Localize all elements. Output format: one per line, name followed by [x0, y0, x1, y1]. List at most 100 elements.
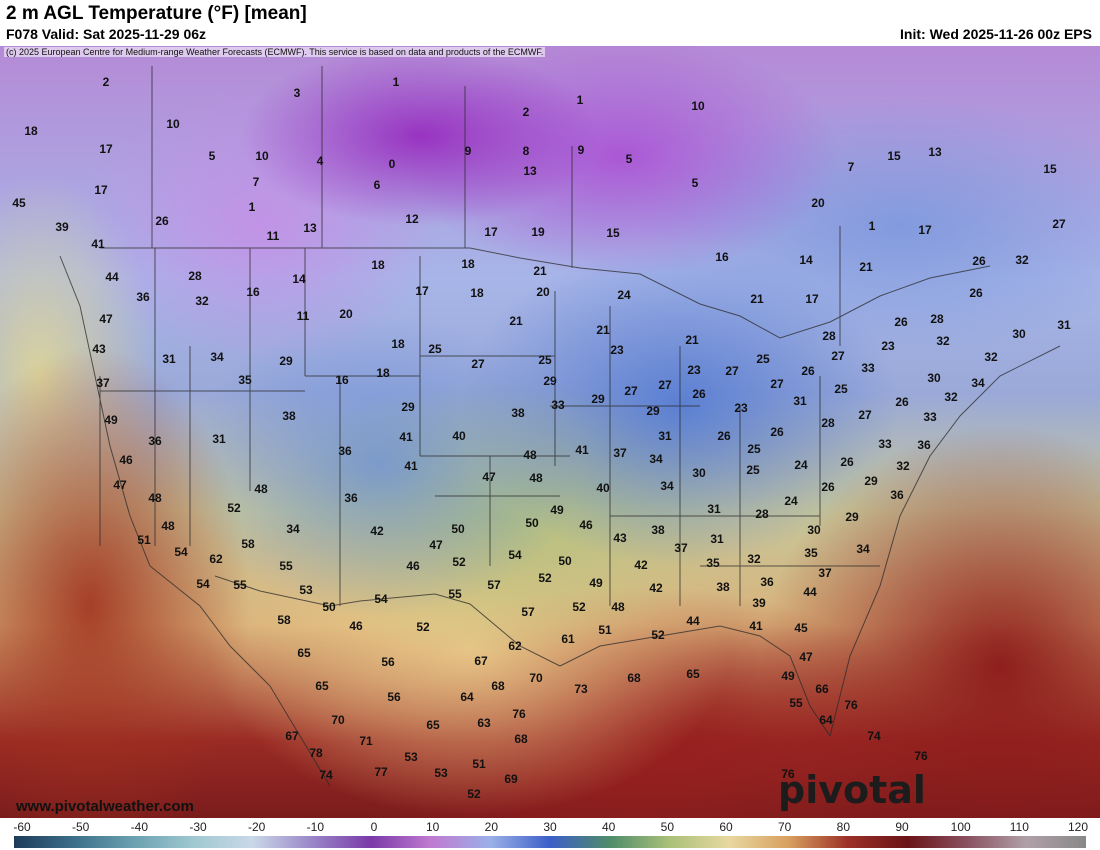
temperature-value: 63 — [477, 716, 491, 730]
temperature-value: 26 — [821, 480, 835, 494]
temperature-value: 17 — [99, 142, 113, 156]
temperature-value: 32 — [944, 390, 958, 404]
temperature-value: 34 — [856, 542, 870, 556]
temperature-value: 55 — [448, 587, 462, 601]
temperature-value: 17 — [94, 183, 108, 197]
temperature-value: 52 — [452, 555, 466, 569]
scale-tick-label: 50 — [660, 820, 675, 834]
scale-tick-label: 40 — [601, 820, 616, 834]
temperature-value: 28 — [822, 329, 836, 343]
temperature-value: 36 — [760, 575, 774, 589]
temperature-value: 77 — [374, 765, 388, 779]
temperature-value: 76 — [781, 767, 795, 781]
temperature-value: 57 — [487, 578, 501, 592]
temperature-value: 44 — [803, 585, 817, 599]
website-link[interactable]: www.pivotalweather.com — [16, 798, 194, 815]
temperature-value: 52 — [538, 571, 552, 585]
scale-tick-label: -30 — [189, 820, 207, 834]
temperature-value: 41 — [399, 430, 413, 444]
temperature-value: 25 — [746, 463, 760, 477]
temperature-value: 37 — [613, 446, 627, 460]
temperature-value: 24 — [794, 458, 808, 472]
temperature-value: 1 — [248, 200, 256, 214]
temperature-value: 31 — [162, 352, 176, 366]
temperature-value: 47 — [99, 312, 113, 326]
temperature-value: 36 — [136, 290, 150, 304]
temperature-value: 74 — [319, 768, 333, 782]
temperature-value: 27 — [471, 357, 485, 371]
temperature-value: 54 — [174, 545, 188, 559]
temperature-value: 57 — [521, 605, 535, 619]
temperature-value: 13 — [928, 145, 942, 159]
temperature-value: 23 — [734, 401, 748, 415]
temperature-value: 30 — [692, 466, 706, 480]
temperature-value: 34 — [971, 376, 985, 390]
temperature-value: 32 — [936, 334, 950, 348]
temperature-value: 28 — [930, 312, 944, 326]
temperature-value: 23 — [610, 343, 624, 357]
temperature-value: 20 — [811, 196, 825, 210]
scale-tick-label: -10 — [306, 820, 324, 834]
temperature-value: 54 — [196, 577, 210, 591]
temperature-value: 73 — [574, 682, 588, 696]
temperature-value: 51 — [598, 623, 612, 637]
temperature-value: 26 — [770, 425, 784, 439]
temperature-value: 24 — [784, 494, 798, 508]
temperature-value: 1 — [576, 93, 584, 107]
temperature-value: 25 — [756, 352, 770, 366]
temperature-value: 47 — [482, 470, 496, 484]
temperature-value: 18 — [470, 286, 484, 300]
scale-gradient — [14, 836, 1086, 848]
temperature-value: 16 — [335, 373, 349, 387]
temperature-value: 65 — [297, 646, 311, 660]
temperature-value: 26 — [894, 315, 908, 329]
temperature-value: 31 — [710, 532, 724, 546]
temperature-value: 39 — [55, 220, 69, 234]
temperature-value: 17 — [918, 223, 932, 237]
temperature-value: 5 — [691, 176, 699, 190]
temperature-value: 52 — [651, 628, 665, 642]
temperature-value: 15 — [1043, 162, 1057, 176]
temperature-map[interactable]: (c) 2025 European Centre for Medium-rang… — [0, 46, 1100, 818]
temperature-value: 20 — [536, 285, 550, 299]
temperature-value: 33 — [923, 410, 937, 424]
temperature-value: 2 — [522, 105, 530, 119]
temperature-value: 34 — [286, 522, 300, 536]
temperature-value: 35 — [804, 546, 818, 560]
temperature-value: 36 — [890, 488, 904, 502]
temperature-value: 29 — [646, 404, 660, 418]
temperature-value: 64 — [460, 690, 474, 704]
temperature-value: 48 — [529, 471, 543, 485]
temperature-value: 54 — [508, 548, 522, 562]
temperature-value: 3 — [293, 86, 301, 100]
temperature-value: 36 — [148, 434, 162, 448]
temperature-value: 17 — [484, 225, 498, 239]
temperature-value: 29 — [591, 392, 605, 406]
temperature-value: 50 — [558, 554, 572, 568]
temperature-value: 25 — [747, 442, 761, 456]
temperature-value: 25 — [834, 382, 848, 396]
temperature-value: 47 — [113, 478, 127, 492]
temperature-value: 35 — [238, 373, 252, 387]
temperature-value: 42 — [649, 581, 663, 595]
temperature-value: 9 — [577, 143, 585, 157]
temperature-value: 43 — [92, 342, 106, 356]
temperature-value: 1 — [868, 219, 876, 233]
temperature-value: 27 — [725, 364, 739, 378]
temperature-value: 34 — [649, 452, 663, 466]
scale-tick-label: -20 — [247, 820, 266, 834]
temperature-value: 28 — [755, 507, 769, 521]
temperature-value: 15 — [606, 226, 620, 240]
temperature-value: 66 — [815, 682, 829, 696]
temperature-value: 32 — [896, 459, 910, 473]
temperature-value: 67 — [474, 654, 488, 668]
temperature-value: 65 — [426, 718, 440, 732]
temperature-value: 44 — [686, 614, 700, 628]
temperature-value: 52 — [227, 501, 241, 515]
temperature-value: 17 — [805, 292, 819, 306]
temperature-value: 26 — [692, 387, 706, 401]
temperature-value: 5 — [208, 149, 216, 163]
temperature-value: 16 — [246, 285, 260, 299]
temperature-value: 19 — [531, 225, 545, 239]
temperature-value: 27 — [1052, 217, 1066, 231]
